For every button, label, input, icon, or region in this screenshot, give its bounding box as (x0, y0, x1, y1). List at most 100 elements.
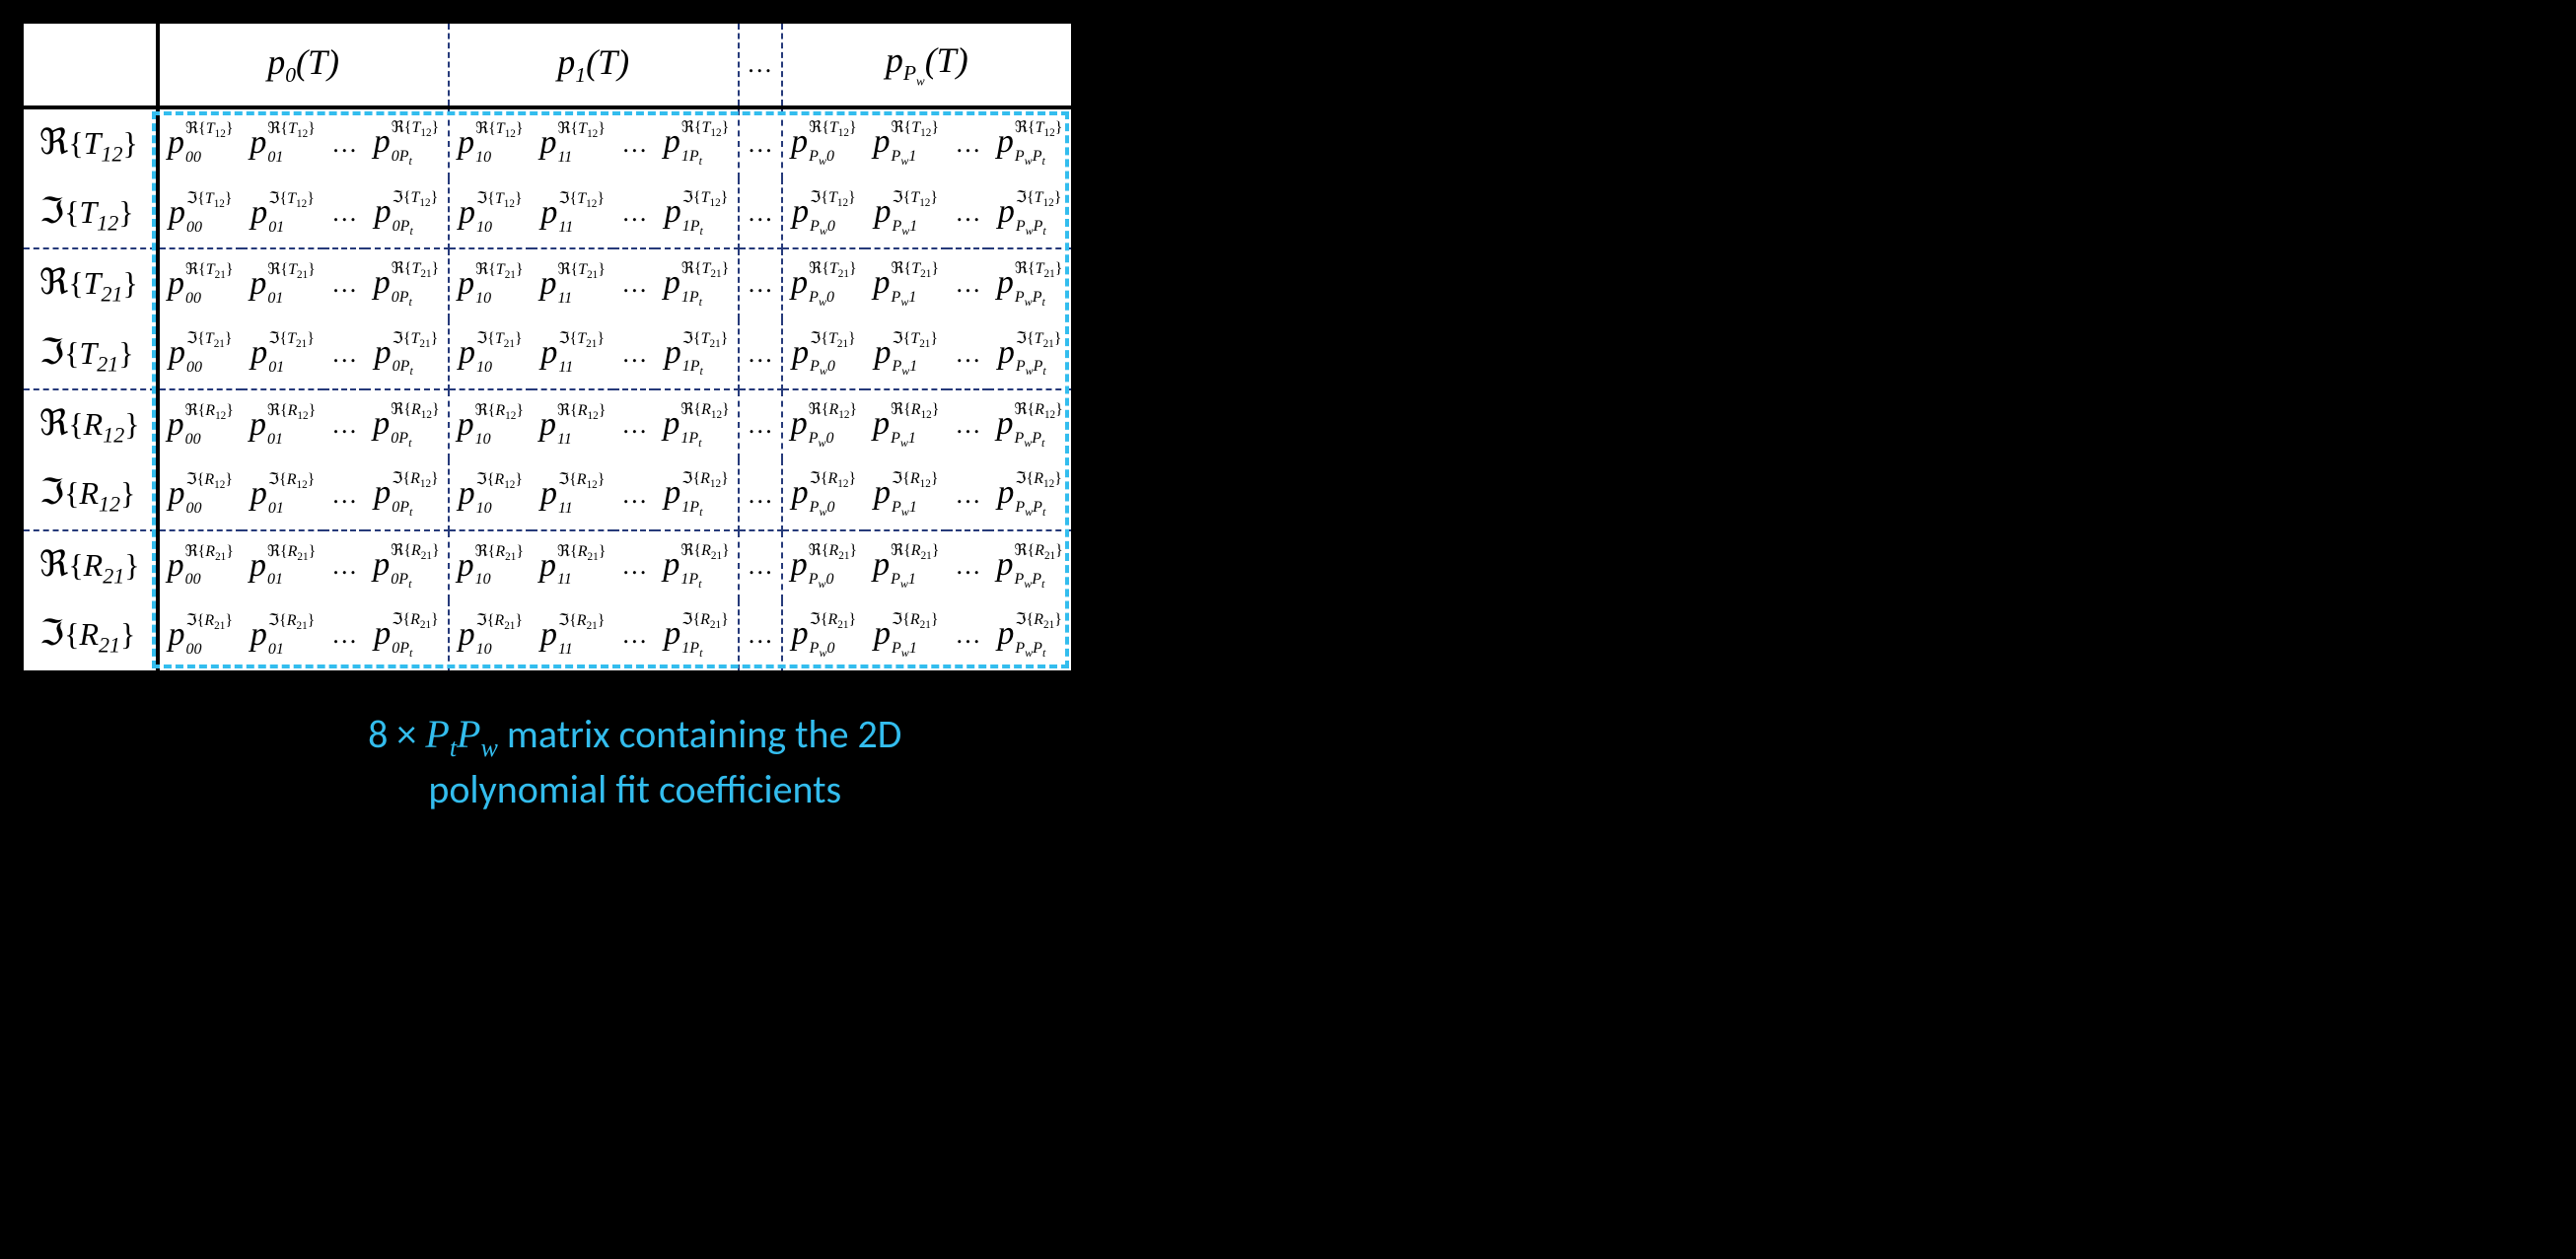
row-label: ℜ{R12} (22, 389, 158, 459)
col-group-header-pPw: pPw(T) (782, 22, 1073, 107)
coef-cell: … (323, 600, 365, 671)
coef-cell: … (613, 107, 655, 178)
coef-cell: … (613, 178, 655, 248)
coef-cell: pℜ{R12}10 (449, 389, 532, 459)
ellipsis-cell: … (739, 319, 782, 389)
table-row: ℜ{T12}pℜ{T12}00pℜ{T12}01…pℜ{T12}0Ptpℜ{T1… (22, 107, 1073, 178)
coef-cell: pℜ{T21}Pw1 (865, 248, 947, 318)
coef-cell: pℜ{R21}Pw0 (782, 530, 865, 600)
ellipsis-cell: … (739, 459, 782, 529)
coef-cell: pℜ{R12}1Pt (655, 389, 738, 459)
coef-cell: pℑ{T12}0Pt (365, 178, 448, 248)
coef-cell: pℑ{T12}10 (449, 178, 532, 248)
coef-cell: … (947, 319, 988, 389)
ellipsis-cell: … (739, 178, 782, 248)
coef-cell: pℜ{R12}11 (532, 389, 613, 459)
coef-cell: pℜ{R21}01 (242, 530, 323, 600)
ellipsis-cell: … (739, 530, 782, 600)
coef-cell: … (323, 248, 365, 318)
coef-cell: … (947, 107, 988, 178)
row-label: ℜ{R21} (22, 530, 158, 600)
coef-cell: … (323, 389, 365, 459)
coef-cell: pℜ{T12}Pw1 (865, 107, 947, 178)
coef-cell: pℜ{T12}1Pt (655, 107, 738, 178)
coef-cell: … (947, 248, 988, 318)
coef-cell: … (323, 530, 365, 600)
coef-cell: pℜ{T21}1Pt (655, 248, 738, 318)
coef-cell: pℜ{T21}01 (242, 248, 323, 318)
coef-cell: pℑ{T12}01 (242, 178, 323, 248)
row-label: ℑ{T12} (22, 178, 158, 248)
ellipsis-cell: … (739, 248, 782, 318)
coef-cell: … (947, 459, 988, 529)
coef-cell: pℜ{R12}00 (158, 389, 242, 459)
caption-line2: polynomial fit coefficients (428, 765, 841, 813)
coef-cell: pℑ{T21}10 (449, 319, 532, 389)
coef-cell: pℑ{R12}PwPt (988, 459, 1072, 529)
row-label: ℜ{T12} (22, 107, 158, 178)
coef-cell: pℜ{R21}1Pt (655, 530, 738, 600)
coef-cell: pℑ{R21}00 (158, 600, 242, 671)
coef-cell: pℑ{T21}Pw0 (782, 319, 865, 389)
coef-cell: pℑ{R21}Pw1 (865, 600, 947, 671)
coef-cell: pℑ{T12}1Pt (655, 178, 738, 248)
coef-cell: pℜ{T21}Pw0 (782, 248, 865, 318)
coef-cell: … (947, 389, 988, 459)
coefficient-table: p0(T) p1(T) … pPw(T) ℜ{T12}pℜ{T12}00pℜ{T… (20, 20, 1075, 674)
caption-line1-post: matrix containing the 2D (498, 710, 902, 758)
coef-cell: pℑ{T12}00 (158, 178, 242, 248)
coef-cell: pℜ{T12}10 (449, 107, 532, 178)
ellipsis-cell: … (739, 389, 782, 459)
coef-cell: pℜ{R12}Pw1 (865, 389, 947, 459)
coef-cell: pℜ{T12}00 (158, 107, 242, 178)
coef-cell: … (613, 248, 655, 318)
coef-cell: pℜ{R12}PwPt (988, 389, 1072, 459)
coef-cell: pℜ{T21}0Pt (365, 248, 448, 318)
coef-cell: pℑ{R21}10 (449, 600, 532, 671)
col-group-header-ellipsis: … (739, 22, 782, 107)
table-row: ℜ{T21}pℜ{T21}00pℜ{T21}01…pℜ{T21}0Ptpℜ{T2… (22, 248, 1073, 318)
caption-area: 8 × PtPw matrix containing the 2D polyno… (20, 679, 1075, 847)
coef-cell: … (323, 459, 365, 529)
coef-cell: pℜ{T21}11 (532, 248, 613, 318)
coef-cell: pℑ{R12}Pw1 (865, 459, 947, 529)
coef-cell: pℑ{T21}PwPt (988, 319, 1072, 389)
coef-cell: … (947, 600, 988, 671)
coef-cell: pℑ{R21}0Pt (365, 600, 448, 671)
coef-cell: pℜ{T12}PwPt (988, 107, 1072, 178)
header-row: p0(T) p1(T) … pPw(T) (22, 22, 1073, 107)
corner-cell (22, 22, 158, 107)
coef-cell: … (613, 600, 655, 671)
coef-cell: pℑ{T21}01 (242, 319, 323, 389)
table-row: ℑ{R12}pℑ{R12}00pℑ{R12}01…pℑ{R12}0Ptpℑ{R1… (22, 459, 1073, 529)
coef-cell: pℜ{T12}11 (532, 107, 613, 178)
coef-cell: … (613, 459, 655, 529)
coef-cell: pℑ{T21}11 (532, 319, 613, 389)
coef-cell: pℑ{R12}11 (532, 459, 613, 529)
coef-cell: … (613, 319, 655, 389)
coef-cell: pℜ{R12}01 (242, 389, 323, 459)
coef-cell: … (947, 178, 988, 248)
table-row: ℜ{R12}pℜ{R12}00pℜ{R12}01…pℜ{R12}0Ptpℜ{R1… (22, 389, 1073, 459)
coef-cell: … (323, 319, 365, 389)
coef-cell: … (947, 530, 988, 600)
row-label: ℜ{T21} (22, 248, 158, 318)
coef-cell: pℜ{T12}Pw0 (782, 107, 865, 178)
coef-cell: pℜ{T12}0Pt (365, 107, 448, 178)
table-row: ℜ{R21}pℜ{R21}00pℜ{R21}01…pℜ{R21}0Ptpℜ{R2… (22, 530, 1073, 600)
table-body: ℜ{T12}pℜ{T12}00pℜ{T12}01…pℜ{T12}0Ptpℜ{T1… (22, 107, 1073, 672)
table-row: ℑ{T21}pℑ{T21}00pℑ{T21}01…pℑ{T21}0Ptpℑ{T2… (22, 319, 1073, 389)
coef-cell: … (613, 530, 655, 600)
caption-text: 8 × PtPw matrix containing the 2D polyno… (368, 709, 901, 816)
table-row: ℑ{R21}pℑ{R21}00pℑ{R21}01…pℑ{R21}0Ptpℑ{R2… (22, 600, 1073, 671)
caption-line1-mid: PtPw (425, 712, 497, 756)
ellipsis-cell: … (739, 107, 782, 178)
coef-cell: pℜ{T21}PwPt (988, 248, 1072, 318)
coef-cell: pℑ{R12}1Pt (655, 459, 738, 529)
coef-cell: pℜ{R21}00 (158, 530, 242, 600)
row-label: ℑ{R21} (22, 600, 158, 671)
coef-cell: … (323, 107, 365, 178)
coef-cell: pℑ{T21}0Pt (365, 319, 448, 389)
coef-cell: pℑ{T12}PwPt (988, 178, 1072, 248)
coef-cell: pℑ{T21}00 (158, 319, 242, 389)
